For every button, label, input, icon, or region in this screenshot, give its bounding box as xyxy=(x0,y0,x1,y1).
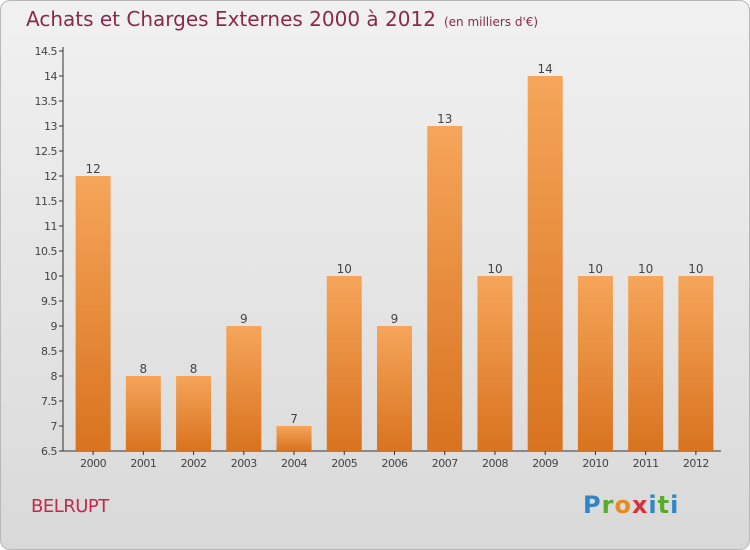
data-label: 14 xyxy=(538,62,553,76)
bars xyxy=(75,76,714,451)
y-tick-label: 13.5 xyxy=(35,95,58,108)
data-label: 10 xyxy=(487,262,502,276)
bar xyxy=(176,376,212,451)
y-tick-label: 13 xyxy=(44,120,57,133)
x-tick-label: 2006 xyxy=(382,457,408,470)
data-label: 10 xyxy=(337,262,352,276)
y-tick-label: 7 xyxy=(51,420,58,433)
data-label: 12 xyxy=(85,162,100,176)
y-tick-label: 10.5 xyxy=(35,245,58,258)
data-label: 10 xyxy=(688,262,703,276)
x-tick-label: 2002 xyxy=(181,457,207,470)
logo-letter: o xyxy=(614,491,632,519)
bar xyxy=(276,426,312,451)
y-tick-label: 14.5 xyxy=(35,45,58,58)
y-tick-label: 9 xyxy=(51,320,58,333)
bar xyxy=(628,276,664,451)
x-tick-label: 2009 xyxy=(532,457,558,470)
chart-unit: (en milliers d'€) xyxy=(443,15,539,29)
x-tick-label: 2001 xyxy=(130,457,156,470)
bar xyxy=(678,276,714,451)
y-tick-label: 7.5 xyxy=(41,395,57,408)
x-tick-label: 2004 xyxy=(281,457,307,470)
y-tick-label: 6.5 xyxy=(41,445,57,458)
logo-letter: P xyxy=(583,491,602,519)
data-label: 9 xyxy=(391,312,399,326)
commune-name: BELRUPT xyxy=(31,496,109,517)
axes: 6.5 7 7.5 8 8.5 9 9.5 10 10.5 11 11.5 12 12.5 13 13.5 1… xyxy=(35,45,721,470)
data-label: 13 xyxy=(437,112,452,126)
data-label: 10 xyxy=(638,262,653,276)
y-tick-label: 11.5 xyxy=(35,195,58,208)
data-label: 7 xyxy=(290,412,298,426)
x-tick-label: 2010 xyxy=(582,457,608,470)
bar xyxy=(377,326,412,451)
y-tick-label: 8 xyxy=(51,370,58,383)
x-tick-label: 2007 xyxy=(432,457,458,470)
bar xyxy=(427,126,463,451)
chart-title: Achats et Charges Externes 2000 à 2012 (e… xyxy=(26,7,538,31)
x-tick-label: 2012 xyxy=(683,457,709,470)
y-tick-label: 14 xyxy=(44,70,57,83)
bar xyxy=(75,176,111,451)
y-tick-label: 12.5 xyxy=(35,145,58,158)
proxiti-logo: Proxiti xyxy=(583,491,679,519)
bar xyxy=(125,376,161,451)
x-tick-label: 2008 xyxy=(482,457,508,470)
y-tick-label: 8.5 xyxy=(41,345,57,358)
bar xyxy=(577,276,613,451)
data-label: 8 xyxy=(140,362,148,376)
data-label: 9 xyxy=(240,312,248,326)
logo-letter: t xyxy=(657,491,671,519)
logo-letter: r xyxy=(601,491,615,519)
bar xyxy=(477,276,513,451)
logo-letter: i xyxy=(648,491,658,519)
y-tick-label: 10 xyxy=(44,270,57,283)
bar xyxy=(226,326,262,451)
x-tick-label: 2003 xyxy=(231,457,257,470)
data-label: 10 xyxy=(588,262,603,276)
y-tick-label: 9.5 xyxy=(41,295,57,308)
y-tick-label: 12 xyxy=(44,170,57,183)
x-tick-label: 2000 xyxy=(80,457,106,470)
data-labels: 12 8 8 9 7 10 9 13 10 14 10 10 10 xyxy=(85,62,703,426)
x-tick-label: 2005 xyxy=(331,457,357,470)
y-tick-label: 11 xyxy=(44,220,57,233)
chart-title-text: Achats et Charges Externes 2000 à 2012 xyxy=(26,7,436,31)
bar xyxy=(326,276,362,451)
bar xyxy=(527,76,563,451)
x-tick-label: 2011 xyxy=(633,457,659,470)
data-label: 8 xyxy=(190,362,198,376)
logo-letter: i xyxy=(670,491,680,519)
logo-letter: x xyxy=(631,491,649,519)
